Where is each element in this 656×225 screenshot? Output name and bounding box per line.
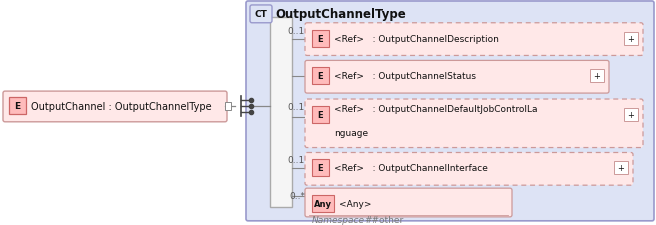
Text: E: E xyxy=(318,110,323,119)
Text: E: E xyxy=(318,164,323,173)
Text: ##other: ##other xyxy=(364,215,403,224)
Text: <Ref>   : OutputChannelDescription: <Ref> : OutputChannelDescription xyxy=(334,34,499,43)
FancyBboxPatch shape xyxy=(3,92,227,122)
Bar xyxy=(312,160,329,176)
FancyBboxPatch shape xyxy=(305,100,643,148)
FancyBboxPatch shape xyxy=(305,61,609,94)
Text: Any: Any xyxy=(314,199,332,208)
Text: OutputChannelType: OutputChannelType xyxy=(275,8,406,21)
Text: <Ref>   : OutputChannelStatus: <Ref> : OutputChannelStatus xyxy=(334,72,476,81)
Bar xyxy=(312,31,329,47)
Bar xyxy=(590,70,604,83)
Text: 0..*: 0..* xyxy=(289,191,305,200)
Bar xyxy=(270,18,292,207)
FancyBboxPatch shape xyxy=(246,2,654,221)
FancyBboxPatch shape xyxy=(250,6,272,24)
FancyBboxPatch shape xyxy=(305,188,512,217)
Text: +: + xyxy=(628,110,634,119)
Bar xyxy=(225,103,231,111)
Text: +: + xyxy=(617,164,625,173)
Text: <Any>: <Any> xyxy=(339,199,371,208)
Text: E: E xyxy=(318,34,323,43)
Text: OutputChannel : OutputChannelType: OutputChannel : OutputChannelType xyxy=(31,102,212,112)
Bar xyxy=(624,33,638,45)
FancyBboxPatch shape xyxy=(305,24,643,56)
Text: E: E xyxy=(318,72,323,81)
Text: 0..1: 0..1 xyxy=(288,27,305,36)
Text: E: E xyxy=(14,101,20,110)
Bar xyxy=(9,98,26,114)
Text: <Ref>   : OutputChannelDefaultJobControlLa: <Ref> : OutputChannelDefaultJobControlLa xyxy=(334,105,537,114)
Text: CT: CT xyxy=(255,10,268,19)
Bar xyxy=(624,108,638,121)
Bar xyxy=(312,195,334,212)
Text: 0..1: 0..1 xyxy=(288,156,305,165)
Text: +: + xyxy=(594,72,600,81)
Text: 0..1: 0..1 xyxy=(288,103,305,112)
FancyBboxPatch shape xyxy=(305,153,633,185)
Text: +: + xyxy=(628,34,634,43)
Text: <Ref>   : OutputChannelInterface: <Ref> : OutputChannelInterface xyxy=(334,164,488,173)
Bar xyxy=(312,106,329,123)
Bar xyxy=(312,68,329,85)
Bar xyxy=(614,162,628,175)
Text: Namespace: Namespace xyxy=(312,215,365,224)
Text: nguage: nguage xyxy=(334,129,368,137)
